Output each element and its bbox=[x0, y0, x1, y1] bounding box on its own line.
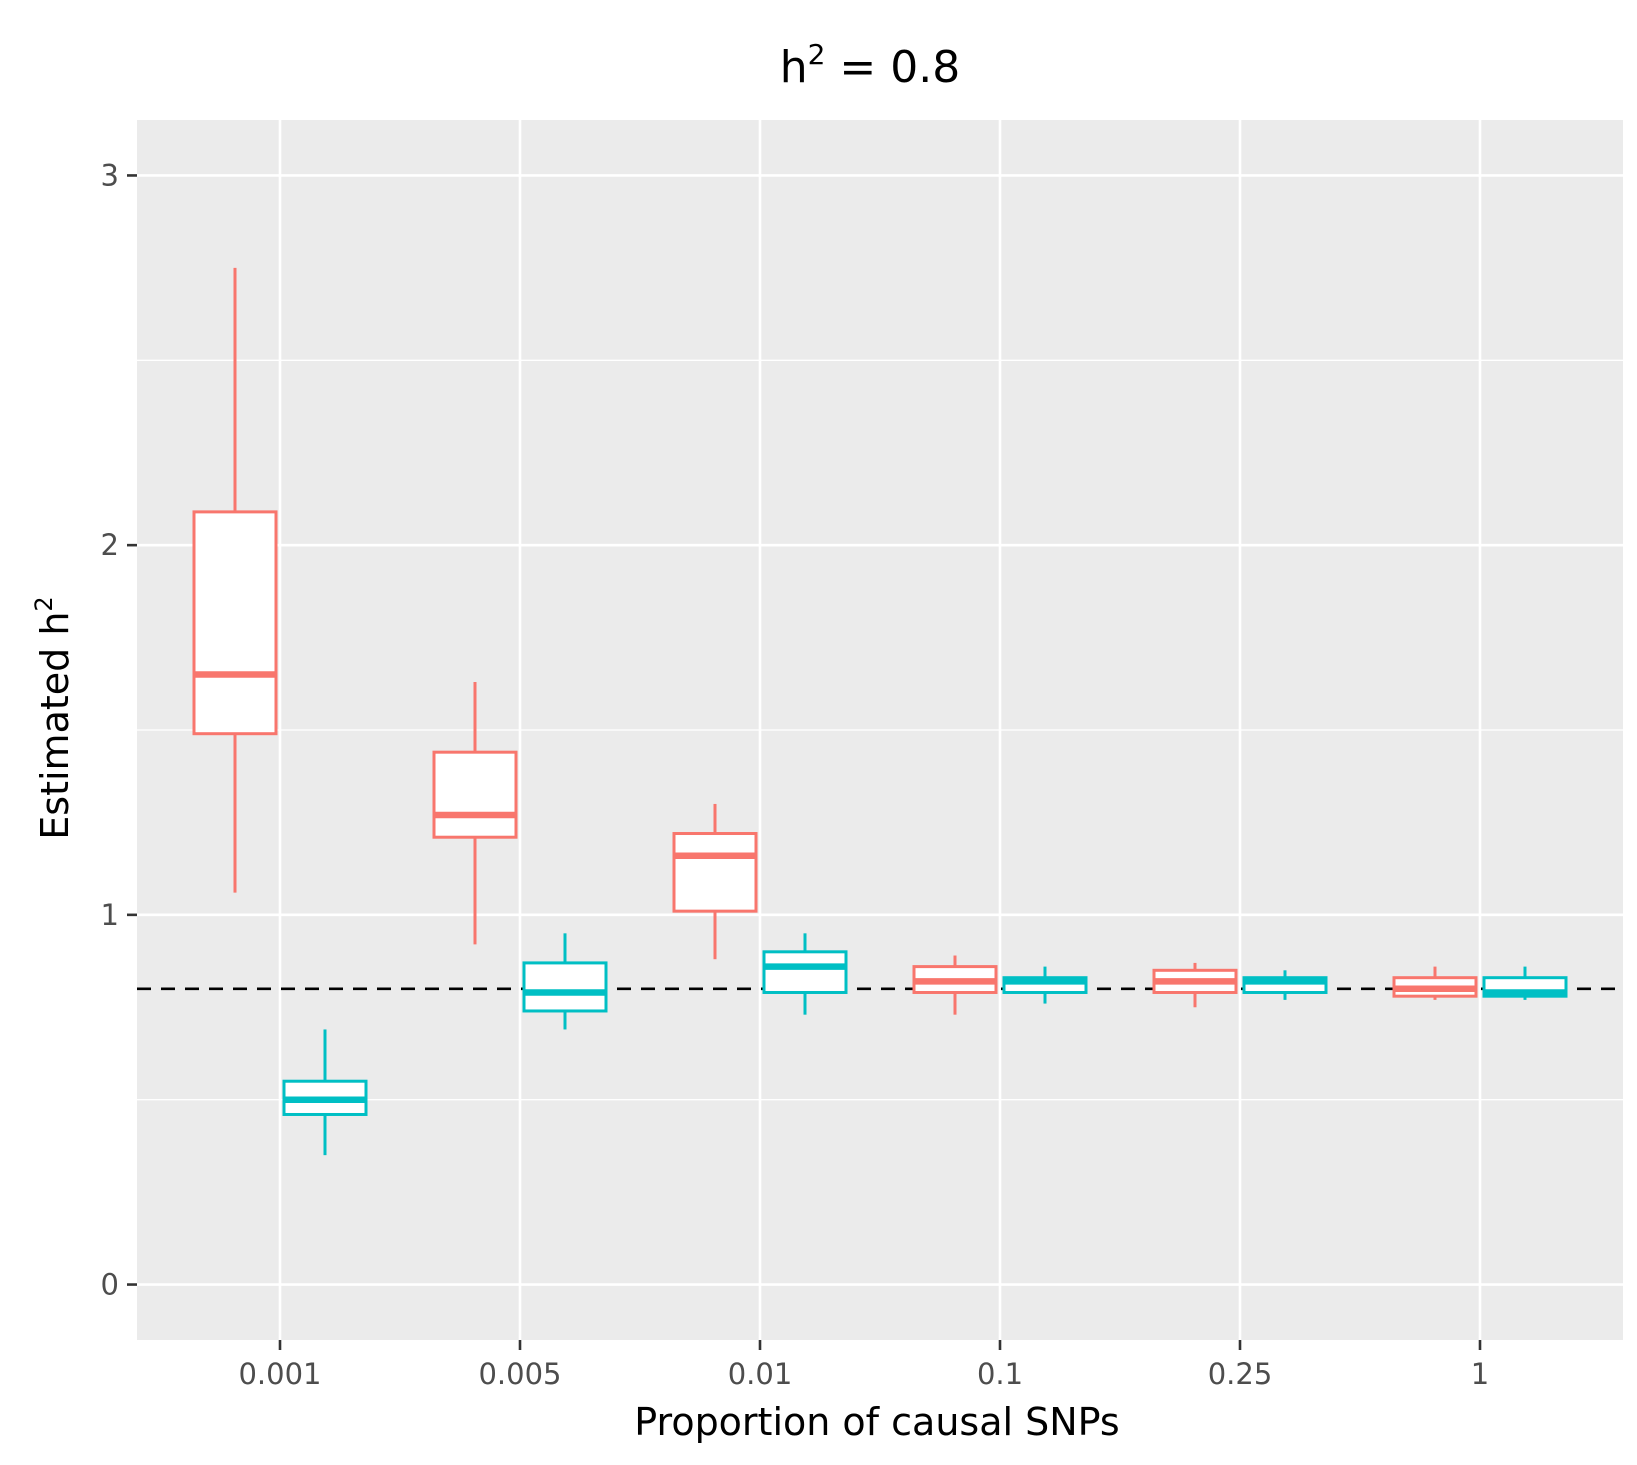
box-0.25 bbox=[1242, 970, 1328, 1000]
y-axis-title-superscript: 2 bbox=[30, 596, 58, 611]
box-series-1 bbox=[192, 267, 1478, 1015]
box-0.01 bbox=[762, 933, 848, 1015]
box-1 bbox=[1482, 966, 1568, 1000]
chart-title-suffix: = 0.8 bbox=[825, 42, 960, 93]
box-rect bbox=[522, 961, 608, 1013]
box-rect bbox=[192, 510, 278, 736]
y-axis: 0 1 2 3 bbox=[101, 158, 137, 1302]
y-tick-label: 1 bbox=[101, 898, 119, 932]
x-tick-label: 0.01 bbox=[728, 1357, 793, 1391]
chart-title: h2 = 0.8 bbox=[780, 38, 961, 93]
box-0.001 bbox=[282, 1029, 368, 1156]
y-tick-label: 3 bbox=[101, 158, 119, 192]
x-tick-label: 0.001 bbox=[238, 1357, 321, 1391]
x-tick-label: 0.25 bbox=[1208, 1357, 1273, 1391]
y-axis-title-text: Estimated h bbox=[33, 612, 77, 840]
box-0.005 bbox=[522, 933, 608, 1030]
x-axis-title: Proportion of causal SNPs bbox=[634, 1400, 1119, 1444]
x-tick-label: 1 bbox=[1471, 1357, 1489, 1391]
box-0.25 bbox=[1152, 962, 1238, 1008]
box-rect bbox=[672, 832, 758, 913]
y-tick-label: 0 bbox=[101, 1268, 119, 1302]
x-tick-label: 0.1 bbox=[977, 1357, 1023, 1391]
chart-title-text: h bbox=[780, 42, 808, 93]
box-1 bbox=[1392, 966, 1478, 1000]
x-tick-label: 0.005 bbox=[478, 1357, 561, 1391]
box-0.1 bbox=[912, 955, 998, 1015]
y-axis-title: Estimated h2 bbox=[30, 596, 77, 839]
chart-title-superscript: 2 bbox=[808, 38, 826, 71]
box-0.1 bbox=[1002, 966, 1088, 1004]
box-series bbox=[192, 267, 1568, 1156]
box-rect bbox=[762, 950, 848, 994]
grid-lines bbox=[137, 120, 1623, 1340]
y-tick-label: 2 bbox=[101, 528, 119, 562]
box-0.001 bbox=[192, 267, 278, 893]
box-rect bbox=[432, 750, 518, 839]
x-axis: 0.001 0.005 0.01 0.1 0.25 1 bbox=[238, 1340, 1489, 1391]
box-0.01 bbox=[672, 803, 758, 960]
box-0.005 bbox=[432, 681, 518, 945]
box-series-2 bbox=[282, 933, 1568, 1156]
